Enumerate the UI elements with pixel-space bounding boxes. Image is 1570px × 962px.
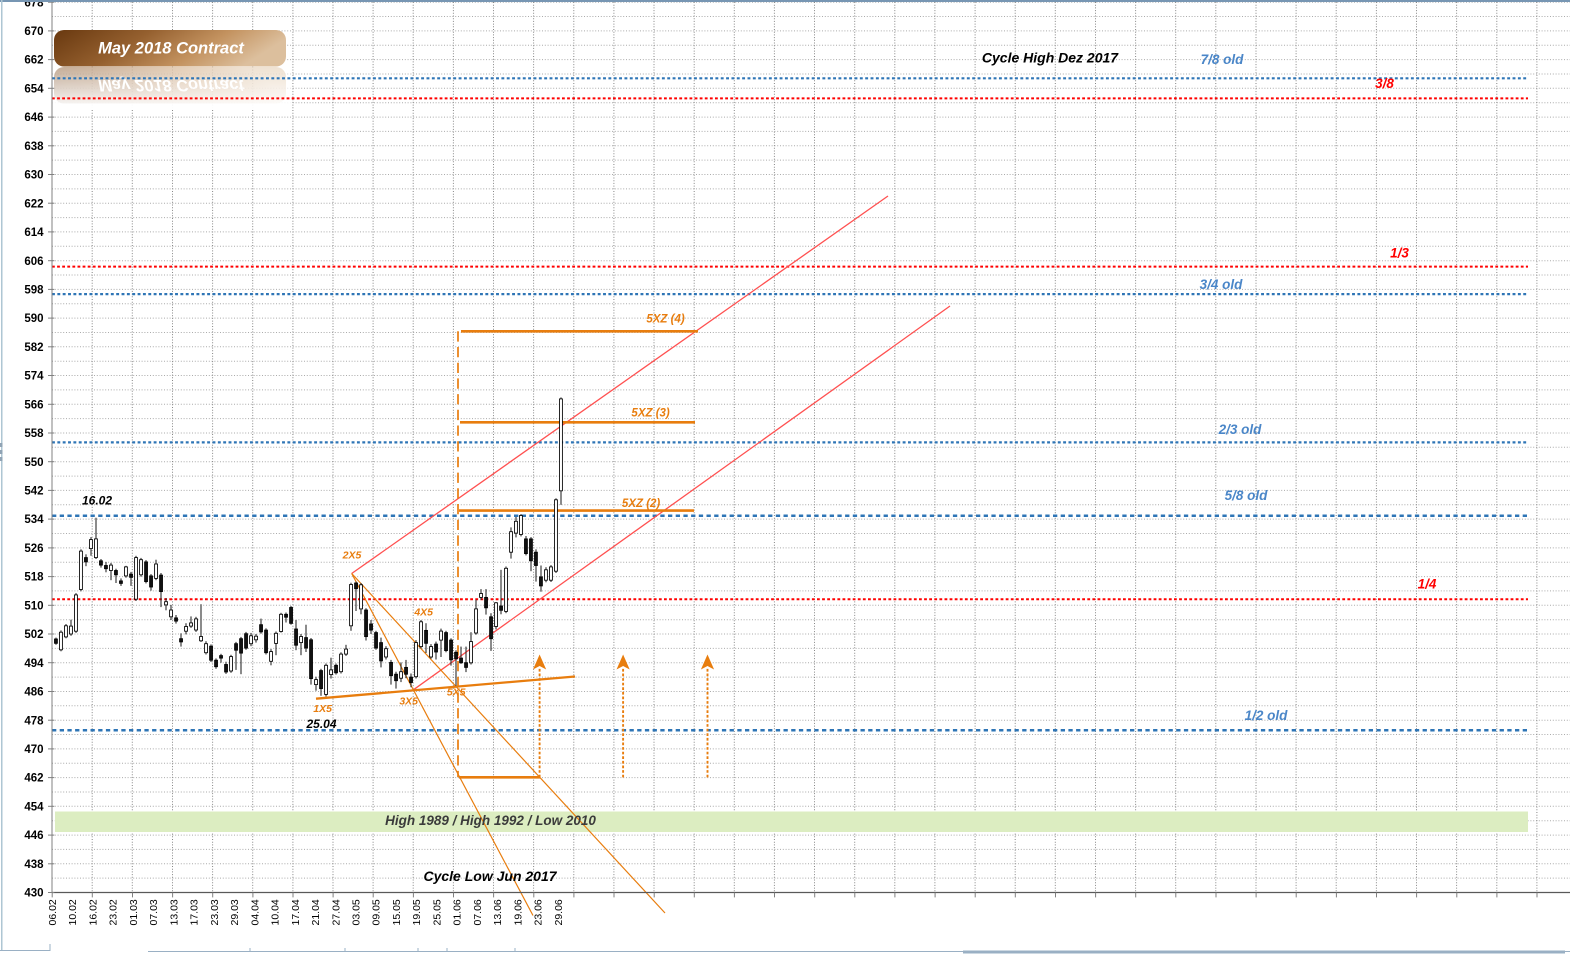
svg-text:Cycle High Dez 2017: Cycle High Dez 2017 — [982, 50, 1119, 66]
svg-text:5XZ (2): 5XZ (2) — [622, 498, 661, 510]
svg-text:7/8 old: 7/8 old — [1201, 52, 1245, 67]
svg-text:May 2018 Contract: May 2018 Contract — [98, 40, 245, 58]
svg-text:430: 430 — [24, 888, 43, 900]
svg-text:622: 622 — [24, 198, 43, 210]
svg-text:3/4 old: 3/4 old — [1200, 277, 1244, 292]
svg-text:15.05: 15.05 — [391, 899, 403, 925]
svg-text:27.04: 27.04 — [330, 899, 342, 925]
svg-text:462: 462 — [24, 773, 43, 785]
svg-text:502: 502 — [24, 629, 43, 641]
svg-text:518: 518 — [24, 572, 44, 584]
svg-text:19.05: 19.05 — [411, 899, 423, 925]
svg-text:470: 470 — [24, 744, 43, 756]
svg-text:07.03: 07.03 — [148, 899, 160, 925]
svg-text:23.02: 23.02 — [108, 899, 120, 925]
svg-text:3/8: 3/8 — [1375, 76, 1394, 91]
svg-text:17.04: 17.04 — [290, 899, 302, 925]
svg-text:10.04: 10.04 — [270, 899, 282, 925]
svg-text:5XZ (4): 5XZ (4) — [646, 314, 685, 326]
svg-text:446: 446 — [24, 830, 43, 842]
svg-text:23.03: 23.03 — [209, 899, 221, 925]
svg-text:3X5: 3X5 — [399, 696, 418, 708]
svg-text:09.05: 09.05 — [371, 899, 383, 925]
svg-text:07.06: 07.06 — [472, 899, 484, 925]
svg-text:566: 566 — [24, 399, 43, 411]
svg-text:17.03: 17.03 — [189, 899, 201, 925]
svg-text:4X5: 4X5 — [413, 607, 433, 619]
svg-text:494: 494 — [24, 658, 44, 670]
svg-text:582: 582 — [24, 342, 43, 354]
svg-text:542: 542 — [24, 486, 43, 498]
svg-text:638: 638 — [24, 141, 44, 153]
svg-text:486: 486 — [24, 687, 43, 699]
svg-text:13.03: 13.03 — [168, 899, 180, 925]
svg-text:Cycle Low Jun 2017: Cycle Low Jun 2017 — [423, 868, 557, 884]
svg-text:2X5: 2X5 — [342, 550, 362, 562]
svg-text:5XZ (3): 5XZ (3) — [631, 407, 670, 419]
svg-text:654: 654 — [24, 83, 44, 95]
svg-text:630: 630 — [24, 170, 43, 182]
svg-text:590: 590 — [24, 313, 43, 325]
svg-text:23.06: 23.06 — [533, 899, 545, 925]
svg-text:High 1989 / High 1992 / Low 20: High 1989 / High 1992 / Low 2010 — [385, 813, 596, 828]
svg-text:16.02: 16.02 — [87, 899, 99, 925]
svg-text:534: 534 — [24, 514, 44, 526]
svg-text:16.02: 16.02 — [82, 494, 112, 508]
svg-text:1X5: 1X5 — [313, 703, 332, 715]
svg-text:670: 670 — [24, 26, 43, 38]
svg-text:19.06: 19.06 — [512, 899, 524, 925]
svg-text:25.04: 25.04 — [305, 717, 336, 731]
svg-text:614: 614 — [24, 227, 44, 239]
svg-text:662: 662 — [24, 55, 43, 67]
svg-text:526: 526 — [24, 543, 43, 555]
svg-text:2/3 old: 2/3 old — [1218, 422, 1263, 437]
svg-text:25.05: 25.05 — [432, 899, 444, 925]
svg-text:03.05: 03.05 — [351, 899, 363, 925]
svg-text:06.02: 06.02 — [47, 899, 59, 925]
svg-text:1/4: 1/4 — [1418, 577, 1437, 592]
svg-text:13.06: 13.06 — [492, 899, 504, 925]
svg-text:574: 574 — [24, 371, 44, 383]
svg-text:21.04: 21.04 — [310, 899, 322, 925]
svg-text:646: 646 — [24, 112, 43, 124]
svg-text:29.06: 29.06 — [553, 899, 565, 925]
svg-text:678: 678 — [24, 0, 44, 9]
svg-text:550: 550 — [24, 457, 43, 469]
svg-text:10.02: 10.02 — [67, 899, 79, 925]
svg-text:5/8 old: 5/8 old — [1225, 488, 1269, 503]
svg-text:5X5: 5X5 — [447, 687, 466, 699]
svg-text:01.03: 01.03 — [128, 899, 140, 925]
svg-text:01.06: 01.06 — [452, 899, 464, 925]
svg-text:510: 510 — [24, 600, 43, 612]
svg-text:1/2 old: 1/2 old — [1245, 708, 1289, 723]
svg-text:558: 558 — [24, 428, 44, 440]
svg-text:1/3: 1/3 — [1390, 246, 1409, 261]
svg-text:454: 454 — [24, 801, 44, 813]
svg-text:04.04: 04.04 — [249, 899, 261, 925]
svg-text:598: 598 — [24, 285, 44, 297]
svg-text:29.03: 29.03 — [229, 899, 241, 925]
svg-text:438: 438 — [24, 859, 44, 871]
svg-text:606: 606 — [24, 256, 43, 268]
svg-text:478: 478 — [24, 715, 44, 727]
